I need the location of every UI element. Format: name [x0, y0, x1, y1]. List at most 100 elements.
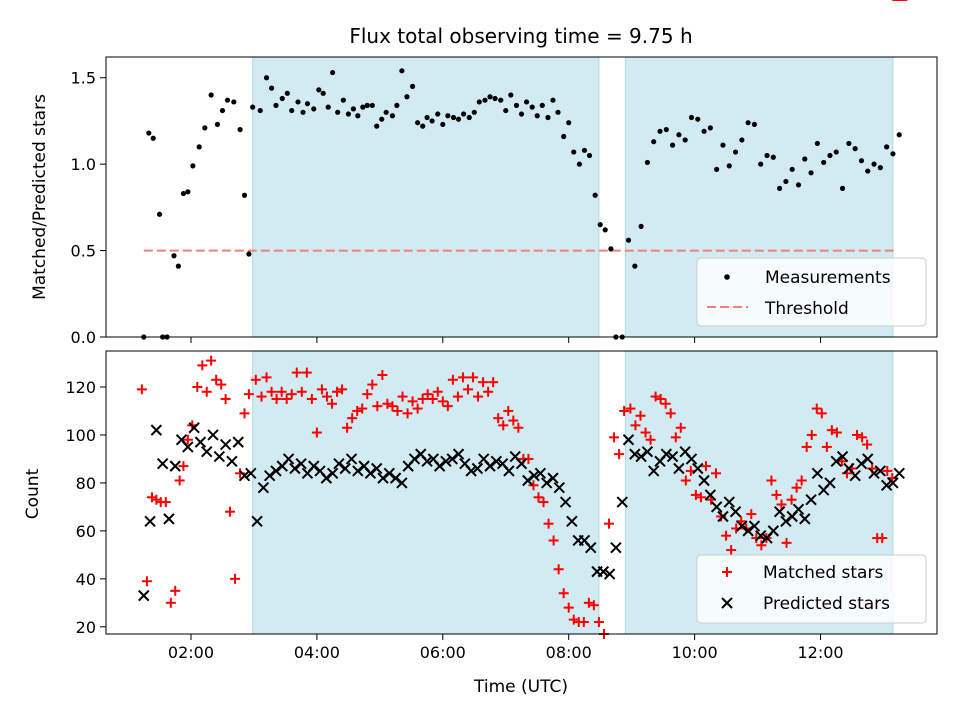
y-tick-label: 100: [65, 426, 96, 445]
predicted-star-point: [320, 472, 333, 484]
matched-star-point: [452, 391, 463, 402]
cross-stroke-b: [503, 465, 515, 477]
predicted-stars-points: [138, 422, 905, 602]
measurement-point: [592, 192, 598, 198]
measurement-point: [374, 123, 380, 129]
measurement-point: [320, 90, 326, 96]
cross-stroke-b: [755, 529, 767, 542]
measurement-point: [777, 185, 783, 191]
cross-stroke-b: [156, 458, 169, 470]
cross-stroke-b: [698, 474, 710, 487]
predicted-star-point: [723, 496, 735, 508]
predicted-star-point: [666, 450, 679, 463]
measurement-point: [340, 97, 346, 103]
predicted-star-point: [138, 589, 150, 602]
measurement-point: [586, 152, 593, 159]
cross-stroke-b: [830, 455, 842, 468]
measurement-point: [608, 246, 614, 252]
cross-stroke-b: [389, 472, 402, 484]
cross-stroke-b: [509, 450, 521, 463]
measurement-point: [539, 102, 545, 108]
matched-star-point: [457, 372, 468, 383]
measurement-point: [335, 109, 341, 115]
predicted-star-point: [465, 465, 477, 477]
matched-star-point: [563, 602, 574, 613]
measurement-point: [440, 121, 446, 128]
cross-stroke-b: [270, 465, 282, 477]
cross-stroke-b: [710, 501, 723, 513]
measurement-point: [508, 92, 514, 98]
predicted-star-point: [767, 525, 780, 537]
measurement-point: [884, 144, 890, 150]
matched-star-point: [483, 386, 494, 397]
predicted-star-point: [490, 455, 503, 468]
matched-star-point: [877, 533, 888, 544]
cross-stroke-b: [843, 462, 855, 475]
cross-stroke-b: [263, 470, 276, 482]
measurement-point: [597, 222, 603, 228]
measurement-point: [808, 170, 814, 176]
matched-star-point: [352, 405, 363, 416]
matched-star-point: [337, 384, 348, 395]
bottom-x-ticks: 02:00 04:00 06:00 08:00 10:00 12:00: [168, 634, 844, 662]
matched-star-point: [675, 422, 686, 433]
cross-stroke-b: [547, 472, 559, 484]
predicted-star-point: [874, 465, 887, 477]
cross-stroke-b: [874, 465, 887, 477]
matched-star-point: [201, 386, 212, 397]
matched-star-point: [327, 398, 338, 409]
cross-stroke-b: [673, 462, 685, 475]
matched-star-point: [655, 393, 666, 404]
cross-stroke-b: [459, 458, 471, 470]
measurement-point: [523, 99, 530, 105]
cross-stroke-b: [585, 541, 597, 554]
cross-stroke-b: [238, 470, 251, 482]
matched-star-point: [558, 588, 569, 599]
matched-star-point: [256, 391, 267, 402]
measurement-point: [268, 85, 275, 91]
matched-star-point: [650, 391, 661, 402]
measurement-point: [424, 114, 430, 121]
predicted-star-point: [635, 450, 647, 463]
predicted-star-point: [484, 460, 496, 472]
predicted-star-point: [421, 455, 433, 468]
measurement-point: [789, 166, 795, 172]
cross-stroke-b: [452, 448, 465, 460]
measurement-point: [273, 102, 279, 108]
measurement-point: [877, 165, 883, 171]
predicted-star-point: [389, 472, 402, 484]
cross-stroke-b: [641, 446, 654, 458]
measurement-point: [669, 142, 676, 148]
cross-stroke-b: [320, 472, 333, 484]
measurement-point: [445, 113, 451, 119]
predicted-star-point: [704, 489, 717, 501]
matched-star-point: [493, 413, 504, 424]
predicted-star-point: [226, 455, 238, 468]
measurement-point: [896, 132, 902, 138]
measurement-point: [695, 116, 701, 122]
cross-stroke-b: [282, 453, 295, 465]
measurement-point: [476, 99, 482, 105]
measurement-point: [404, 94, 410, 100]
cross-stroke-b: [622, 434, 635, 446]
measurement-point: [827, 152, 833, 159]
matched-star-point: [670, 432, 681, 443]
matched-star-point: [357, 403, 368, 414]
cross-stroke-b: [245, 467, 257, 480]
measurement-point: [409, 83, 416, 89]
measurement-point: [325, 104, 331, 110]
predicted-star-point: [515, 458, 528, 470]
predicted-star-point: [647, 465, 660, 477]
measurement-point: [871, 161, 877, 167]
measurement-point: [802, 156, 808, 162]
predicted-star-point: [295, 458, 307, 470]
measurement-point: [284, 90, 290, 96]
measurement-point: [146, 130, 152, 136]
cross-stroke-b: [138, 589, 150, 602]
cross-stroke-b: [540, 477, 553, 489]
matched-star-point: [281, 393, 292, 404]
predicted-star-point: [534, 467, 547, 480]
predicted-star-point: [339, 462, 351, 475]
cross-stroke-b: [721, 597, 733, 609]
predicted-star-point: [836, 450, 849, 463]
